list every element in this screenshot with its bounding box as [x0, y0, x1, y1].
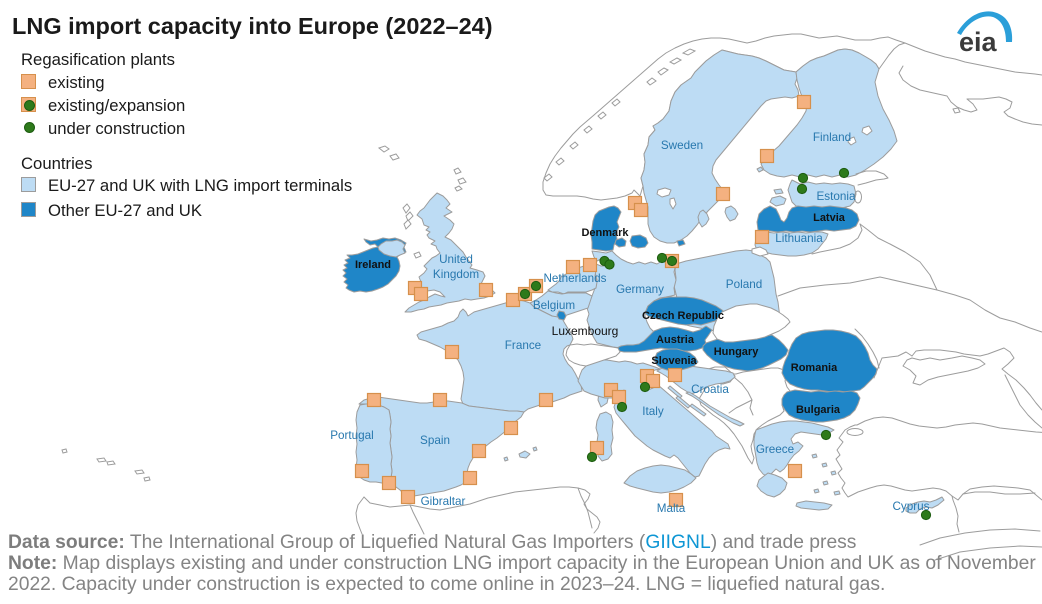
- svg-text:Slovenia: Slovenia: [651, 355, 697, 367]
- svg-text:Romania: Romania: [791, 362, 838, 374]
- svg-text:Denmark: Denmark: [581, 227, 629, 239]
- svg-text:Latvia: Latvia: [813, 212, 846, 224]
- svg-text:Sweden: Sweden: [661, 139, 703, 152]
- svg-text:Gibraltar: Gibraltar: [421, 495, 466, 508]
- svg-text:Belgium: Belgium: [533, 299, 575, 312]
- svg-text:Italy: Italy: [642, 405, 664, 418]
- svg-text:Ireland: Ireland: [355, 259, 391, 271]
- svg-text:United: United: [439, 253, 473, 266]
- svg-text:Estonia: Estonia: [817, 190, 856, 203]
- svg-text:Czech Republic: Czech Republic: [642, 310, 724, 322]
- svg-text:Poland: Poland: [726, 278, 762, 291]
- svg-text:Spain: Spain: [420, 434, 450, 447]
- svg-text:Finland: Finland: [813, 131, 851, 144]
- svg-text:Bulgaria: Bulgaria: [796, 404, 841, 416]
- svg-text:Greece: Greece: [756, 443, 794, 456]
- svg-text:Kingdom: Kingdom: [433, 268, 479, 281]
- svg-text:Cyprus: Cyprus: [892, 500, 929, 513]
- svg-text:Lithuania: Lithuania: [775, 232, 823, 245]
- svg-text:Portugal: Portugal: [330, 429, 374, 442]
- svg-text:Croatia: Croatia: [691, 383, 729, 396]
- svg-text:Hungary: Hungary: [714, 346, 760, 358]
- svg-text:Malta: Malta: [657, 502, 686, 515]
- svg-text:Austria: Austria: [656, 334, 695, 346]
- svg-text:Germany: Germany: [616, 283, 664, 296]
- svg-text:France: France: [505, 339, 541, 352]
- svg-text:eia: eia: [959, 27, 998, 57]
- svg-text:Luxembourg: Luxembourg: [552, 324, 619, 338]
- svg-text:Netherlands: Netherlands: [543, 272, 606, 285]
